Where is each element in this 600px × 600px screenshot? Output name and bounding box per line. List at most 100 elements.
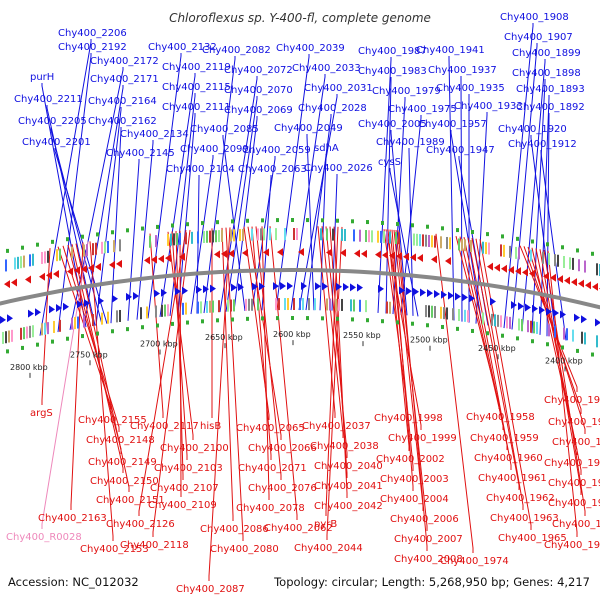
forward-gene-arrow[interactable] (287, 282, 293, 291)
gene-label-reverse[interactable]: Chy400_2153 (80, 544, 149, 555)
reverse-gene-arrow[interactable] (158, 254, 164, 263)
forward-gene-arrow[interactable] (469, 294, 475, 303)
reverse-gene-arrow[interactable] (354, 249, 360, 258)
gene-label-forward[interactable]: Chy400_2171 (90, 74, 159, 85)
gene-label-forward[interactable]: Chy400_1935 (436, 83, 505, 94)
gene-label-forward[interactable]: Chy400_1920 (498, 124, 567, 135)
forward-gene-arrow[interactable] (126, 292, 132, 301)
gene-label-forward[interactable]: Chy400_2211 (14, 94, 83, 105)
reverse-gene-arrow[interactable] (67, 267, 73, 276)
reverse-gene-arrow[interactable] (221, 249, 227, 258)
gene-label-reverse[interactable]: Chy400_2041 (314, 481, 383, 492)
forward-gene-arrow[interactable] (280, 282, 286, 291)
reverse-gene-arrow[interactable] (382, 251, 388, 260)
forward-gene-arrow[interactable] (546, 307, 552, 316)
gene-label-forward[interactable]: Chy400_2104 (166, 164, 235, 175)
forward-gene-arrow[interactable] (413, 287, 419, 296)
gene-label-reverse[interactable]: Chy400_1959 (470, 433, 539, 444)
forward-gene-arrow[interactable] (581, 315, 587, 324)
gene-label-reverse[interactable]: Chy400_2008 (394, 554, 463, 565)
gene-label-reverse[interactable]: Chy400_2163 (38, 513, 107, 524)
gene-label-reverse[interactable]: Chy400_1926 (548, 417, 600, 428)
reverse-gene-arrow[interactable] (81, 265, 87, 274)
gene-label-forward[interactable]: Chy400_2082 (202, 45, 271, 56)
gene-label-reverse[interactable]: Chy400_2004 (380, 494, 449, 505)
forward-gene-arrow[interactable] (511, 300, 517, 309)
reverse-gene-arrow[interactable] (445, 256, 451, 265)
gene-label-reverse[interactable]: Chy400_1974 (440, 556, 509, 567)
forward-gene-arrow[interactable] (56, 304, 62, 313)
forward-gene-arrow[interactable] (210, 284, 216, 293)
gene-label-forward[interactable]: Chy400_2072 (224, 65, 293, 76)
gene-label-forward[interactable]: Chy400_1933 (454, 101, 523, 112)
reverse-gene-arrow[interactable] (340, 248, 346, 257)
gene-label-reverse[interactable]: Chy400_1965 (498, 533, 567, 544)
gene-label-reverse[interactable]: Chy400_1928 (544, 458, 600, 469)
gene-label-forward[interactable]: Chy400_2162 (88, 116, 157, 127)
forward-gene-arrow[interactable] (182, 286, 188, 295)
gene-label-reverse[interactable]: Chy400_2103 (154, 463, 223, 474)
reverse-gene-arrow[interactable] (550, 273, 556, 282)
gene-label-reverse[interactable]: Chy400_2126 (106, 519, 175, 530)
gene-label-reverse[interactable]: Chy400_2087 (176, 584, 245, 595)
forward-gene-arrow[interactable] (399, 286, 405, 295)
gene-label-reverse[interactable]: Chy400_1934 (552, 519, 600, 530)
gene-label-reverse[interactable]: Chy400_1958 (466, 412, 535, 423)
gene-label-reverse[interactable]: Chy400_2080 (210, 544, 279, 555)
gene-label-forward[interactable]: Chy400_2059 (242, 145, 311, 156)
reverse-gene-arrow[interactable] (263, 248, 269, 257)
forward-gene-arrow[interactable] (49, 305, 55, 314)
forward-gene-arrow[interactable] (532, 304, 538, 313)
gene-label-forward[interactable]: Chy400_2033 (292, 63, 361, 74)
gene-label-forward[interactable]: Chy400_2134 (120, 129, 189, 140)
reverse-gene-arrow[interactable] (228, 249, 234, 258)
gene-label-reverse[interactable]: Chy400_2107 (150, 483, 219, 494)
reverse-gene-arrow[interactable] (11, 278, 17, 287)
reverse-gene-arrow[interactable] (508, 265, 514, 274)
forward-gene-arrow[interactable] (378, 284, 384, 293)
forward-gene-arrow[interactable] (98, 296, 104, 305)
reverse-gene-arrow[interactable] (144, 256, 150, 265)
reverse-gene-arrow[interactable] (116, 259, 122, 268)
forward-gene-arrow[interactable] (35, 308, 41, 317)
reverse-gene-arrow[interactable] (165, 254, 171, 263)
reverse-gene-arrow[interactable] (179, 252, 185, 261)
gene-label-reverse[interactable]: Chy400_2038 (310, 441, 379, 452)
gene-label-reverse[interactable]: Chy400_1931 (548, 498, 600, 509)
gene-label-forward[interactable]: Chy400_2206 (58, 28, 127, 39)
gene-label-reverse[interactable]: Chy400_2006 (390, 514, 459, 525)
gene-label-forward[interactable]: Chy400_1892 (516, 102, 585, 113)
gene-label-forward[interactable]: Chy400_1983 (358, 66, 427, 77)
reverse-gene-arrow[interactable] (543, 272, 549, 281)
reverse-gene-arrow[interactable] (396, 252, 402, 261)
gene-label-reverse[interactable]: Chy400_1999 (388, 433, 457, 444)
reverse-gene-arrow[interactable] (298, 248, 304, 257)
forward-gene-arrow[interactable] (595, 318, 600, 327)
gene-label-forward[interactable]: Chy400_2172 (90, 56, 159, 67)
forward-gene-arrow[interactable] (455, 292, 461, 301)
gene-label-reverse[interactable]: Chy400_2076 (248, 483, 317, 494)
reverse-gene-arrow[interactable] (361, 249, 367, 258)
gene-label-reverse[interactable]: Chy400_1962 (486, 493, 555, 504)
gene-label-forward[interactable]: Chy400_2039 (276, 43, 345, 54)
gene-label-forward[interactable]: cysS (378, 157, 401, 168)
gene-label-reverse[interactable]: Chy400_2149 (88, 457, 157, 468)
reverse-gene-arrow[interactable] (403, 252, 409, 261)
reverse-gene-arrow[interactable] (487, 262, 493, 271)
reverse-gene-arrow[interactable] (242, 248, 248, 257)
forward-gene-arrow[interactable] (525, 303, 531, 312)
reverse-gene-arrow[interactable] (109, 260, 115, 269)
reverse-gene-arrow[interactable] (522, 268, 528, 277)
gene-label-forward[interactable]: Chy400_2070 (224, 85, 293, 96)
gene-label-forward[interactable]: Chy400_1908 (500, 12, 569, 23)
forward-gene-arrow[interactable] (154, 289, 160, 298)
gene-label-forward[interactable]: Chy400_2099 (180, 144, 249, 155)
reverse-gene-arrow[interactable] (53, 270, 59, 279)
forward-gene-arrow[interactable] (77, 300, 83, 309)
rna-gene-label[interactable]: Chy400_R0028 (6, 532, 82, 543)
gene-label-forward[interactable]: Chy400_2049 (274, 123, 343, 134)
gene-label-forward[interactable]: Chy400_2115 (162, 82, 231, 93)
gene-label-forward[interactable]: Chy400_2085 (190, 124, 259, 135)
gene-label-reverse[interactable]: Chy400_1927 (552, 437, 600, 448)
forward-gene-arrow[interactable] (203, 285, 209, 294)
